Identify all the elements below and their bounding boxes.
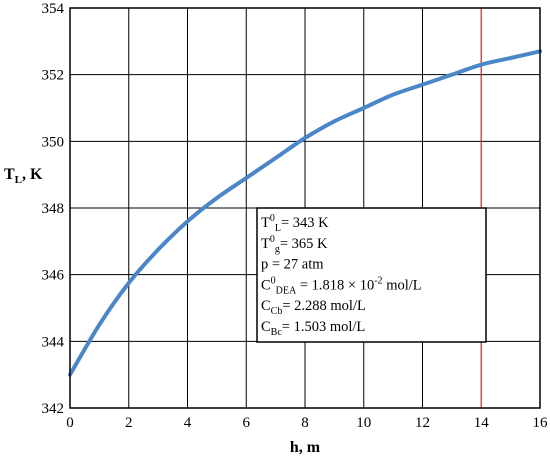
x-tick-label: 2 — [125, 415, 133, 431]
plot-area-frame — [69, 7, 541, 409]
y-axis-label-main: T — [4, 166, 15, 183]
x-tick-label: 8 — [301, 415, 309, 431]
x-tick-labels: 0 2 4 6 8 10 12 14 16 — [66, 415, 548, 431]
x-tick-label: 10 — [356, 415, 371, 431]
y-axis-label-sub: L — [15, 174, 22, 186]
x-tick-label: 14 — [474, 415, 490, 431]
x-tick-label: 4 — [184, 415, 192, 431]
annotation-line: p = 27 atm — [261, 257, 324, 273]
y-axis-label: TL, K — [4, 166, 43, 186]
y-tick-label: 342 — [42, 401, 65, 417]
y-tick-label: 344 — [42, 334, 65, 350]
x-tick-label: 0 — [66, 415, 74, 431]
y-tick-label: 350 — [42, 134, 65, 150]
annotation-line: C0DEA = 1.818 × 10-2 mol/L — [261, 275, 422, 296]
annotation-line: CBc= 1.503 mol/L — [261, 319, 365, 338]
y-tick-label: 348 — [42, 201, 65, 217]
annotation-line: T0L= 343 K — [261, 213, 329, 234]
y-tick-label: 354 — [42, 1, 65, 17]
y-tick-label: 346 — [42, 268, 65, 284]
x-axis-label: h, m — [290, 439, 321, 456]
y-tick-labels: 342 344 346 348 350 352 354 — [42, 1, 65, 417]
series-line — [68, 49, 542, 377]
x-tick-label: 6 — [243, 415, 251, 431]
annotation-frame — [256, 207, 487, 343]
annotation-line: T0g= 365 K — [261, 234, 328, 255]
y-axis-label-rest: , K — [22, 166, 43, 183]
x-tick-label: 12 — [415, 415, 430, 431]
annotation-line: CCb= 2.288 mol/L — [261, 298, 366, 317]
y-tick-label: 352 — [42, 68, 65, 84]
x-tick-label: 16 — [533, 415, 549, 431]
